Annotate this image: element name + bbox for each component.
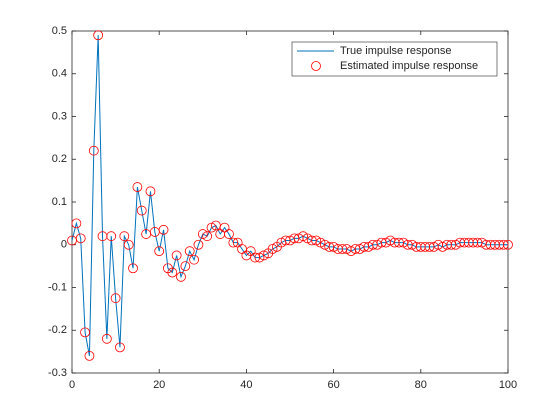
marker xyxy=(202,231,213,242)
marker xyxy=(193,239,204,250)
marker xyxy=(298,231,308,242)
marker xyxy=(123,239,134,250)
y-tick-label: 0.5 xyxy=(52,25,67,37)
legend-label: True impulse response xyxy=(340,45,451,57)
marker xyxy=(115,342,125,353)
marker xyxy=(224,229,234,239)
x-tick-label: 80 xyxy=(415,379,427,391)
y-tick-label: 0 xyxy=(61,239,67,251)
x-tick-label: 100 xyxy=(499,379,517,391)
marker xyxy=(119,231,130,242)
marker xyxy=(75,233,86,244)
y-tick-label: 0.2 xyxy=(52,153,67,165)
marker xyxy=(158,224,169,235)
x-tick-label: 60 xyxy=(327,379,339,391)
marker xyxy=(503,239,513,250)
x-tick-label: 0 xyxy=(69,379,75,391)
marker xyxy=(184,246,195,257)
marker xyxy=(93,30,104,41)
marker xyxy=(167,267,178,278)
marker xyxy=(176,271,186,282)
marker xyxy=(88,145,99,156)
marker xyxy=(106,231,117,242)
marker xyxy=(128,263,138,274)
y-tick-label: -0.1 xyxy=(48,281,67,293)
marker xyxy=(180,261,191,272)
marker xyxy=(71,218,82,229)
marker xyxy=(136,205,147,216)
legend xyxy=(291,41,498,77)
y-tick-label: -0.3 xyxy=(48,367,67,379)
plot-area xyxy=(71,30,509,374)
y-tick-label: 0.4 xyxy=(52,68,67,80)
marker xyxy=(267,244,278,254)
marker xyxy=(254,252,265,263)
marker xyxy=(311,235,322,246)
marker xyxy=(258,250,269,261)
marker xyxy=(132,182,143,192)
marker xyxy=(206,222,217,233)
marker xyxy=(154,246,165,257)
marker xyxy=(110,293,121,304)
marker xyxy=(189,254,199,265)
marker xyxy=(171,250,182,261)
x-tick-label: 40 xyxy=(240,379,252,391)
y-tick-label: -0.2 xyxy=(48,324,67,336)
x-tick-label: 20 xyxy=(153,379,165,391)
marker xyxy=(80,327,90,338)
marker xyxy=(498,239,509,250)
marker xyxy=(315,237,326,248)
marker xyxy=(145,186,156,197)
legend-label: Estimated impulse response xyxy=(340,60,478,72)
legend-marker xyxy=(311,61,321,71)
marker xyxy=(84,350,95,361)
marker xyxy=(101,333,112,344)
y-tick-label: 0.3 xyxy=(52,110,67,122)
marker xyxy=(197,229,208,239)
y-tick-label: 0.1 xyxy=(52,196,67,208)
marker xyxy=(228,237,239,248)
